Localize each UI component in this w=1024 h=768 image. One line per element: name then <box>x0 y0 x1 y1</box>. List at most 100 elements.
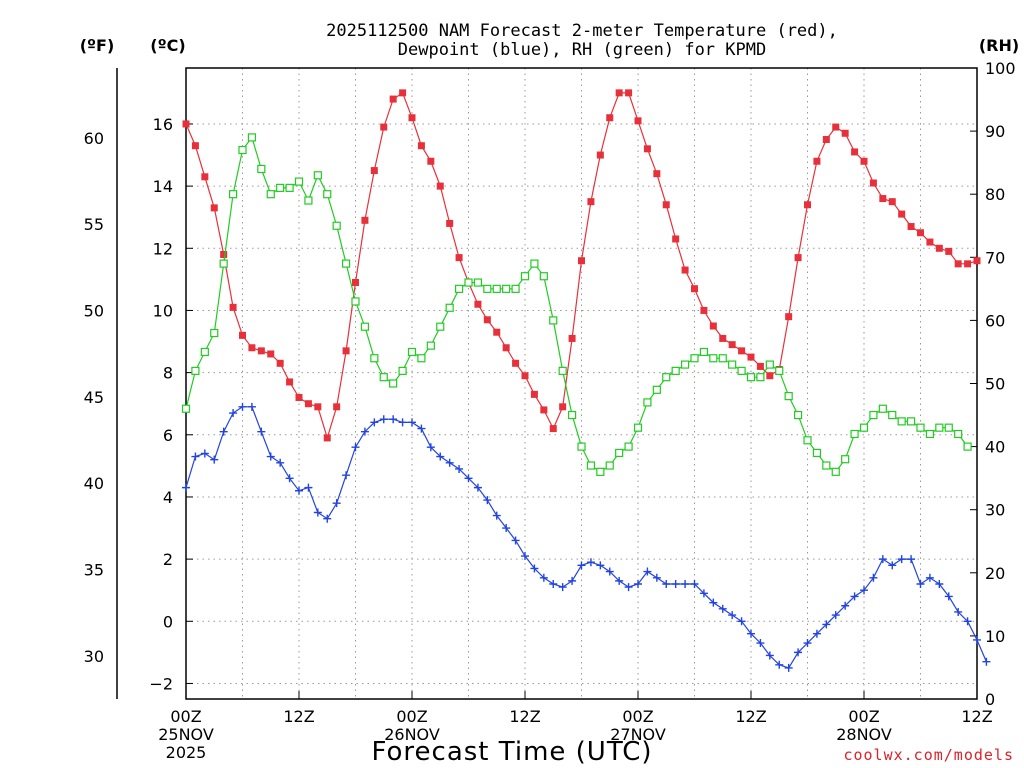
dewpoint-point <box>643 567 652 576</box>
temperature-point <box>719 334 727 342</box>
rh-tick-label: 100 <box>985 59 1016 78</box>
rh-point <box>643 398 652 407</box>
rh-point <box>850 429 859 439</box>
rh-point <box>859 423 869 432</box>
fahrenheit-unit-label: (ºF) <box>80 36 115 55</box>
fahrenheit-tick-label: 40 <box>84 474 104 493</box>
rh-point <box>737 366 746 375</box>
temperature-point <box>512 359 520 367</box>
rh-point <box>370 354 379 363</box>
temperature-point <box>549 425 557 433</box>
rh-line <box>185 136 969 473</box>
dewpoint-point <box>266 452 275 461</box>
rh-tick-label: 70 <box>985 248 1005 267</box>
rh-point <box>360 322 370 331</box>
rh-point <box>266 190 275 199</box>
series-layer <box>181 89 991 672</box>
dewpoint-point <box>728 611 737 620</box>
celsius-tick-label: 10 <box>153 301 173 320</box>
dewpoint-point <box>530 564 539 573</box>
rh-point <box>426 341 435 350</box>
temperature-point <box>578 257 585 265</box>
rh-point <box>539 272 548 281</box>
temperature-point <box>333 403 341 411</box>
rh-point <box>784 392 793 401</box>
dewpoint-point <box>492 511 501 520</box>
x-axis-title: Forecast Time (UTC) <box>371 737 652 767</box>
temperature-point <box>596 151 604 159</box>
temperature-point <box>210 204 218 212</box>
rh-point <box>247 133 257 142</box>
rh-point <box>718 354 727 363</box>
temperature-point <box>530 390 538 398</box>
dewpoint-point <box>737 617 746 626</box>
dewpoint-point <box>351 443 360 452</box>
dewpoint-point <box>765 651 774 660</box>
dewpoint-point <box>247 402 256 411</box>
fahrenheit-tick-label: 60 <box>84 129 104 148</box>
fahrenheit-tick-label: 30 <box>84 647 104 666</box>
chart-title-line-2: Dewpoint (blue), RH (green) for KPMD <box>398 40 766 60</box>
rh-point <box>228 190 238 199</box>
x-tick-label: 00Z <box>396 707 427 726</box>
temperature-point <box>521 372 529 380</box>
dewpoint-point <box>747 629 755 638</box>
celsius-tick-label: 6 <box>163 426 173 445</box>
temperature-point <box>945 247 953 255</box>
dewpoint-point <box>539 573 548 582</box>
rh-point <box>624 442 633 451</box>
dewpoint-point <box>615 576 624 585</box>
dewpoint-point <box>445 458 454 467</box>
temperature-point <box>257 347 265 355</box>
rh-point <box>831 467 840 476</box>
rh-point <box>558 366 567 375</box>
dewpoint-point <box>850 592 859 601</box>
temperature-point <box>182 120 190 128</box>
rh-point <box>652 385 661 394</box>
x-tick-label: 2025 <box>166 743 207 762</box>
dewpoint-point <box>257 427 266 436</box>
temperature-point <box>606 114 614 122</box>
dewpoint-point <box>681 579 690 588</box>
dewpoint-point <box>878 555 887 564</box>
dewpoint-point <box>558 583 567 592</box>
temperature-point <box>342 347 350 355</box>
temperature-point <box>220 251 228 259</box>
temperature-point <box>427 157 435 165</box>
x-tick-label: 27NOV <box>610 725 666 744</box>
celsius-tick-label: −2 <box>149 674 173 693</box>
dewpoint-point <box>803 639 812 648</box>
dewpoint-point <box>295 486 303 495</box>
fahrenheit-tick-label: 55 <box>84 215 104 234</box>
temperature-point <box>474 300 482 308</box>
temperature-point <box>926 238 934 246</box>
rh-point <box>417 354 426 363</box>
rh-point <box>464 278 473 287</box>
x-tick-label: 00Z <box>622 707 653 726</box>
dewpoint-point <box>662 579 671 588</box>
dewpoint-point <box>624 583 633 592</box>
dewpoint-point <box>379 415 388 424</box>
temperature-point <box>455 254 463 262</box>
rh-point <box>615 448 624 458</box>
temperature-point <box>229 303 237 311</box>
dewpoint-point <box>907 555 916 564</box>
dewpoint-point <box>323 514 332 523</box>
dewpoint-point <box>285 474 294 483</box>
temperature-point <box>587 198 595 206</box>
temperature-point <box>446 219 454 227</box>
dewpoint-point <box>944 592 953 601</box>
dewpoint-series <box>182 402 991 672</box>
rh-point <box>690 354 699 363</box>
temperature-point <box>898 210 906 218</box>
rh-unit-label: (RH) <box>979 36 1019 55</box>
temperature-point <box>436 182 444 190</box>
dewpoint-point <box>455 464 464 473</box>
rh-point <box>775 366 784 375</box>
temperature-point <box>785 313 793 321</box>
dewpoint-point <box>812 629 821 638</box>
rh-point <box>492 284 501 293</box>
rh-point <box>897 417 906 426</box>
celsius-tick-label: 16 <box>153 115 173 134</box>
rh-point <box>445 303 454 312</box>
